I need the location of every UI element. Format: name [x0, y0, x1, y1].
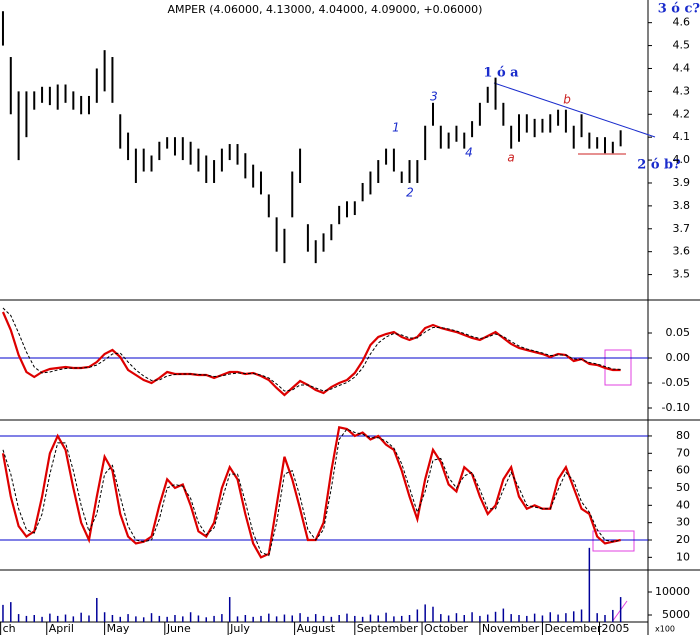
wave-label: 3 [430, 90, 438, 104]
y-tick-label: 3.8 [673, 199, 691, 212]
y-tick-label: 0.05 [666, 326, 691, 339]
wave-label: 1 [392, 121, 400, 135]
y-tick-label: 4.0 [673, 153, 691, 166]
y-tick-label: 4.5 [673, 39, 691, 52]
indicator-line [2, 428, 621, 557]
wave-label: 2 [406, 186, 414, 200]
y-tick-label: 4.3 [673, 84, 691, 97]
wave-label: 4 [465, 146, 473, 160]
x-tick-label: 2005 [602, 622, 630, 635]
x-tick-label: April [49, 622, 74, 635]
highlight-box [592, 530, 635, 552]
x-tick-label: September [357, 622, 418, 635]
trend-line [493, 82, 656, 138]
y-tick-label: 3.5 [673, 268, 691, 281]
y-tick-label: 4.2 [673, 107, 691, 120]
y-tick-label: -0.05 [662, 376, 690, 389]
y-tick-label: 5000 [662, 608, 690, 621]
y-tick-label: 30 [676, 516, 690, 529]
x-tick-label: ch [3, 622, 16, 635]
y-tick-label: 3.7 [673, 222, 691, 235]
y-tick-label: 50 [676, 481, 690, 494]
wave-label: a [507, 151, 514, 165]
y-tick-label: 3.6 [673, 245, 691, 258]
highlight-line [611, 600, 628, 623]
y-tick-label: 4.1 [673, 130, 691, 143]
y-tick-label: 0.00 [666, 351, 691, 364]
annotation: 2 ó b? [637, 158, 681, 173]
y-tick-label: 60 [676, 464, 690, 477]
y-tick-label: 20 [676, 533, 690, 546]
axis-note: x100 [655, 625, 675, 634]
y-tick-label: 4.6 [673, 16, 691, 29]
y-tick-label: 10 [676, 550, 690, 563]
x-tick-label: October [424, 622, 468, 635]
x-tick-label: August [297, 622, 336, 635]
y-tick-label: 80 [676, 429, 690, 442]
y-tick-label: -0.10 [662, 401, 690, 414]
y-tick-label: 40 [676, 498, 690, 511]
y-tick-label: 10000 [655, 585, 690, 598]
y-tick-label: 3.9 [673, 176, 691, 189]
x-tick-label: June [166, 622, 191, 635]
y-tick-label: 70 [676, 446, 690, 459]
x-tick-label: July [229, 622, 250, 635]
x-tick-label: November [482, 622, 540, 635]
indicator-line [2, 307, 621, 392]
indicator-line [1, 425, 621, 559]
annotation: 1 ó a [483, 66, 519, 81]
x-tick-label: May [107, 622, 130, 635]
wave-label: b [563, 93, 571, 107]
annotation: 3 ó c? [658, 2, 700, 17]
y-tick-label: 4.4 [673, 61, 691, 74]
x-tick-label: December [544, 622, 602, 635]
chart-title: AMPER (4.06000, 4.13000, 4.04000, 4.0900… [168, 3, 483, 16]
indicator-line [1, 311, 621, 397]
